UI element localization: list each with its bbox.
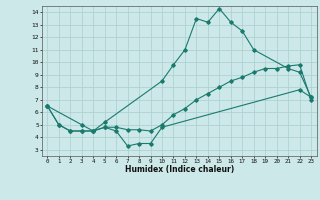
X-axis label: Humidex (Indice chaleur): Humidex (Indice chaleur) — [124, 165, 234, 174]
